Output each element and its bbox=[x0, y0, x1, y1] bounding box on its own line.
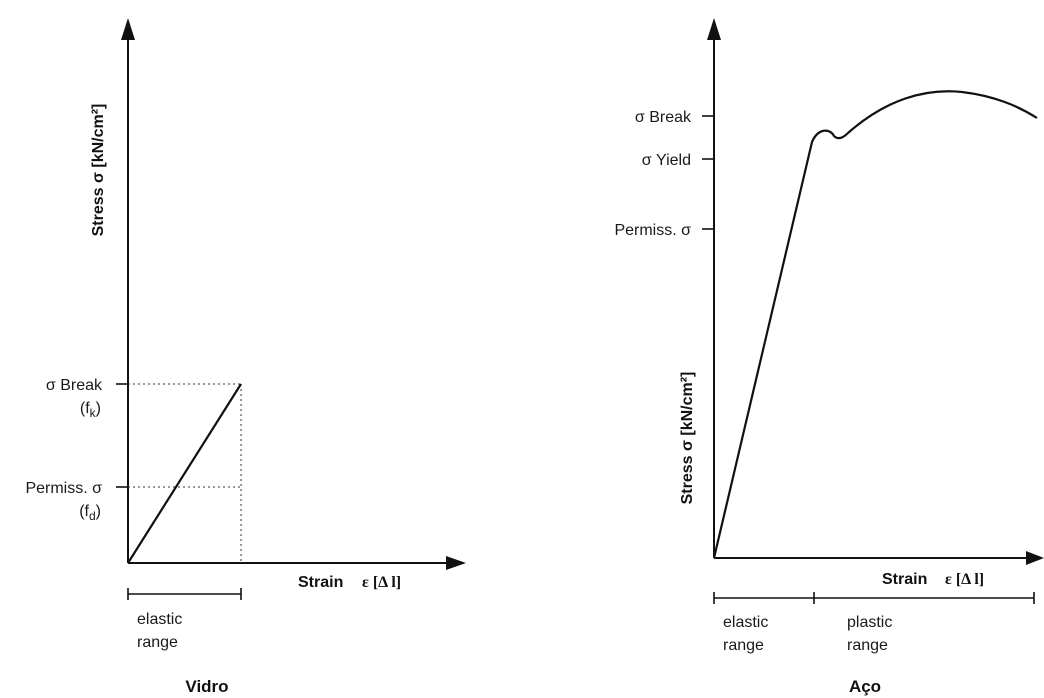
vidro-y-axis-label: Stress σ [kN/cm²] bbox=[90, 104, 107, 237]
vidro-title: Vidro bbox=[185, 677, 228, 696]
vidro-x-axis-label: Strain bbox=[298, 574, 343, 591]
aco-break-label: σ Break bbox=[635, 109, 692, 126]
aco-elastic-range-line2: range bbox=[723, 637, 764, 654]
aco-elastic-range-line1: elastic bbox=[723, 614, 768, 631]
vidro-break-label: σ Break bbox=[46, 377, 103, 394]
vidro-x-axis-arrow bbox=[446, 556, 466, 570]
aco-plastic-range-line2: range bbox=[847, 637, 888, 654]
aco-x-axis-symbol: ε [Δ l] bbox=[945, 571, 984, 588]
aco-stress-strain-curve bbox=[712, 90, 1038, 559]
vidro-stress-strain-line bbox=[127, 383, 242, 564]
aco-yield-label: σ Yield bbox=[642, 152, 691, 169]
vidro-elastic-range-line1: elastic bbox=[137, 611, 182, 628]
vidro-x-axis-symbol: ε [Δ l] bbox=[362, 574, 401, 591]
vidro-break-sublabel: (fk) bbox=[80, 400, 101, 420]
vidro-permiss-label: Permiss. σ bbox=[25, 480, 102, 497]
aco-diagram: Stress σ [kN/cm²] Strain ε [Δ l] σ Break… bbox=[614, 18, 1044, 696]
aco-x-axis-label: Strain bbox=[882, 571, 927, 588]
aco-title: Aço bbox=[849, 677, 881, 696]
aco-x-axis-arrow bbox=[1026, 551, 1044, 565]
aco-y-axis-arrow bbox=[707, 18, 721, 40]
aco-plastic-range-line1: plastic bbox=[847, 614, 892, 631]
aco-permiss-label: Permiss. σ bbox=[614, 222, 691, 239]
vidro-diagram: Stress σ [kN/cm²] Strain ε [Δ l] σ Break… bbox=[25, 18, 466, 696]
aco-y-axis-label: Stress σ [kN/cm²] bbox=[679, 372, 696, 505]
vidro-y-axis-arrow bbox=[121, 18, 135, 40]
vidro-permiss-sublabel: (fd) bbox=[79, 503, 101, 523]
vidro-elastic-range-line2: range bbox=[137, 634, 178, 651]
